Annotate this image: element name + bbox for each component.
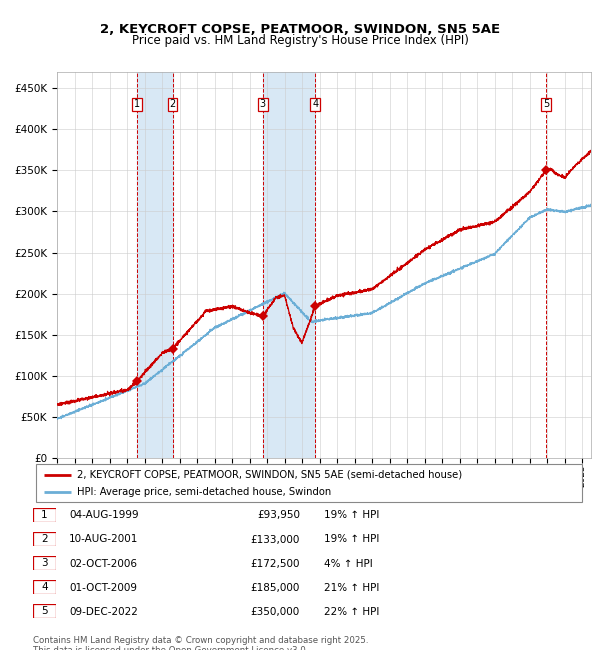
Text: 04-AUG-1999: 04-AUG-1999 bbox=[69, 510, 139, 520]
Text: 19% ↑ HPI: 19% ↑ HPI bbox=[324, 510, 379, 520]
FancyBboxPatch shape bbox=[36, 464, 582, 502]
Text: HPI: Average price, semi-detached house, Swindon: HPI: Average price, semi-detached house,… bbox=[77, 488, 331, 497]
Text: 2: 2 bbox=[41, 534, 48, 544]
Text: 21% ↑ HPI: 21% ↑ HPI bbox=[324, 582, 379, 593]
Text: £172,500: £172,500 bbox=[251, 558, 300, 569]
Text: 5: 5 bbox=[543, 99, 549, 109]
Text: £350,000: £350,000 bbox=[251, 606, 300, 617]
FancyBboxPatch shape bbox=[33, 556, 56, 571]
FancyBboxPatch shape bbox=[33, 508, 56, 521]
Text: 4% ↑ HPI: 4% ↑ HPI bbox=[324, 558, 373, 569]
FancyBboxPatch shape bbox=[33, 580, 56, 594]
Bar bbox=[137, 72, 173, 458]
Text: 1: 1 bbox=[41, 510, 48, 519]
Text: 3: 3 bbox=[41, 558, 48, 568]
Text: 4: 4 bbox=[312, 99, 319, 109]
Bar bbox=[263, 72, 315, 458]
Text: £93,950: £93,950 bbox=[257, 510, 300, 520]
Text: 02-OCT-2006: 02-OCT-2006 bbox=[69, 558, 137, 569]
Text: 10-AUG-2001: 10-AUG-2001 bbox=[69, 534, 139, 545]
FancyBboxPatch shape bbox=[33, 532, 56, 546]
Text: 2: 2 bbox=[169, 99, 176, 109]
Text: Contains HM Land Registry data © Crown copyright and database right 2025.
This d: Contains HM Land Registry data © Crown c… bbox=[33, 636, 368, 650]
Text: 1: 1 bbox=[134, 99, 140, 109]
Text: £133,000: £133,000 bbox=[251, 534, 300, 545]
Text: 22% ↑ HPI: 22% ↑ HPI bbox=[324, 606, 379, 617]
Text: 2, KEYCROFT COPSE, PEATMOOR, SWINDON, SN5 5AE: 2, KEYCROFT COPSE, PEATMOOR, SWINDON, SN… bbox=[100, 23, 500, 36]
Text: 4: 4 bbox=[41, 582, 48, 592]
Text: 2, KEYCROFT COPSE, PEATMOOR, SWINDON, SN5 5AE (semi-detached house): 2, KEYCROFT COPSE, PEATMOOR, SWINDON, SN… bbox=[77, 470, 462, 480]
Text: 3: 3 bbox=[260, 99, 266, 109]
Text: 09-DEC-2022: 09-DEC-2022 bbox=[69, 606, 138, 617]
Text: £185,000: £185,000 bbox=[251, 582, 300, 593]
FancyBboxPatch shape bbox=[33, 604, 56, 619]
Text: 5: 5 bbox=[41, 606, 48, 616]
Text: Price paid vs. HM Land Registry's House Price Index (HPI): Price paid vs. HM Land Registry's House … bbox=[131, 34, 469, 47]
Text: 19% ↑ HPI: 19% ↑ HPI bbox=[324, 534, 379, 545]
Text: 01-OCT-2009: 01-OCT-2009 bbox=[69, 582, 137, 593]
